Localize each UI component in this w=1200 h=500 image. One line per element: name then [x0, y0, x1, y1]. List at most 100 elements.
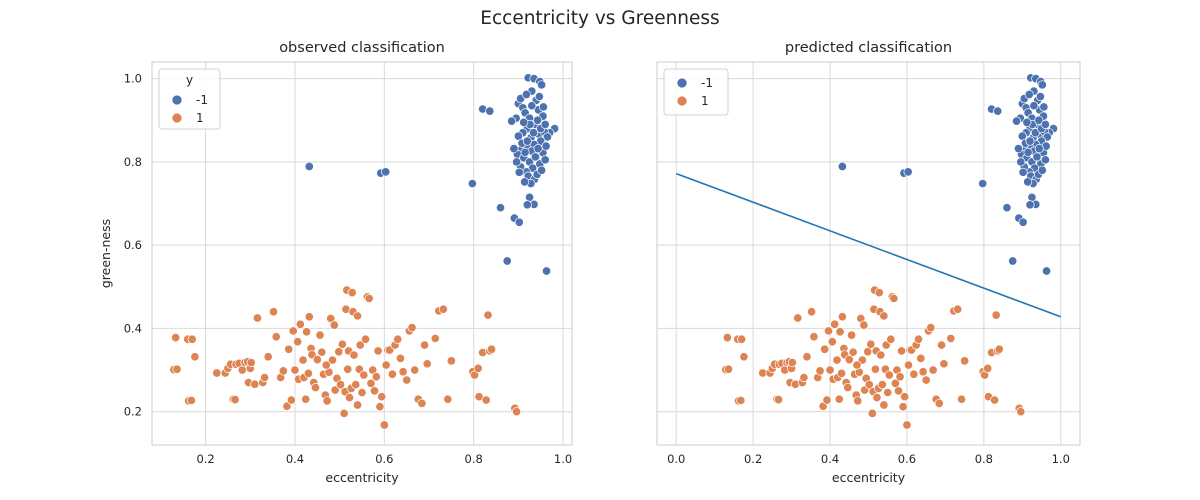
data-point	[186, 395, 196, 406]
data-point	[533, 115, 543, 125]
legend: -11	[663, 68, 729, 116]
data-point	[304, 312, 314, 322]
data-point	[737, 334, 747, 344]
data-point	[834, 394, 844, 404]
data-point	[519, 117, 529, 127]
data-point	[295, 319, 305, 329]
data-point	[1037, 165, 1047, 175]
data-point	[827, 337, 837, 347]
data-point	[1040, 119, 1050, 129]
x-tick-label: 0.4	[821, 452, 839, 466]
data-point	[916, 353, 926, 363]
data-point	[820, 344, 830, 354]
x-axis-label: eccentricity	[832, 470, 906, 485]
axes-frame	[151, 61, 573, 446]
y-axis-label: green-ness	[98, 219, 113, 288]
data-point	[802, 352, 812, 362]
x-tick-label: 0.4	[286, 452, 304, 466]
legend-box	[663, 68, 729, 116]
data-point	[190, 352, 200, 362]
data-point	[322, 396, 332, 406]
data-point	[304, 161, 314, 172]
data-point	[1034, 144, 1044, 154]
data-point	[537, 80, 547, 90]
data-point	[1018, 217, 1028, 227]
data-point	[990, 395, 1000, 405]
data-point	[344, 392, 355, 403]
data-point	[352, 311, 363, 321]
data-point	[381, 360, 391, 370]
legend: y-1 1	[158, 68, 221, 130]
data-point	[467, 179, 477, 189]
data-point	[537, 165, 547, 175]
data-point	[739, 352, 749, 362]
legend-marker	[676, 95, 688, 107]
data-point	[835, 327, 845, 337]
x-tick-label: 0.2	[196, 452, 214, 466]
data-point	[375, 402, 385, 412]
data-point	[302, 327, 312, 337]
data-point	[520, 147, 530, 157]
data-point	[926, 323, 936, 333]
data-point	[815, 366, 825, 376]
data-point	[1029, 101, 1039, 111]
data-point	[290, 365, 300, 375]
data-point	[736, 395, 746, 406]
legend-entry: 1	[196, 111, 204, 125]
data-point	[339, 408, 349, 418]
series-neg	[304, 73, 560, 276]
x-tick-label: 0.8	[465, 452, 483, 466]
data-point	[507, 116, 517, 126]
data-point	[872, 392, 882, 403]
data-point	[847, 330, 857, 340]
data-point	[1023, 147, 1033, 157]
data-point	[886, 334, 896, 344]
data-point	[357, 387, 367, 398]
data-point	[310, 382, 321, 393]
data-point	[417, 398, 427, 408]
data-point	[366, 378, 376, 388]
data-point	[529, 128, 539, 138]
data-point	[991, 310, 1001, 320]
data-point	[212, 368, 222, 378]
data-point	[1034, 115, 1044, 125]
data-point	[863, 347, 873, 357]
data-point	[1037, 80, 1047, 90]
data-point	[1039, 102, 1049, 112]
data-point	[1035, 92, 1045, 102]
data-point	[859, 320, 869, 330]
data-point	[329, 320, 339, 330]
data-point	[1008, 256, 1018, 266]
data-point	[866, 339, 876, 349]
data-point	[352, 400, 363, 410]
data-point	[260, 373, 270, 383]
decision-boundary-line	[675, 172, 1062, 318]
data-point	[848, 347, 858, 357]
data-point	[837, 161, 847, 172]
data-point	[293, 337, 303, 347]
data-point	[286, 395, 296, 405]
data-point	[902, 420, 912, 430]
data-point	[407, 323, 417, 333]
data-point	[533, 144, 543, 154]
data-point	[879, 400, 889, 410]
data-point	[369, 386, 380, 396]
data-point	[837, 312, 847, 322]
data-point	[171, 333, 181, 343]
data-point	[541, 266, 552, 276]
panel-title: predicted classification	[785, 40, 952, 56]
data-point	[187, 334, 197, 344]
data-point	[327, 355, 338, 365]
data-point	[822, 395, 832, 405]
data-point	[336, 380, 346, 390]
data-point	[430, 333, 440, 343]
data-point	[1013, 144, 1024, 154]
data-point	[1002, 203, 1012, 213]
plot-area	[152, 62, 572, 445]
data-point	[903, 167, 913, 177]
data-point	[540, 155, 550, 165]
data-point	[483, 310, 493, 320]
data-point	[349, 350, 359, 360]
data-point	[521, 89, 531, 100]
